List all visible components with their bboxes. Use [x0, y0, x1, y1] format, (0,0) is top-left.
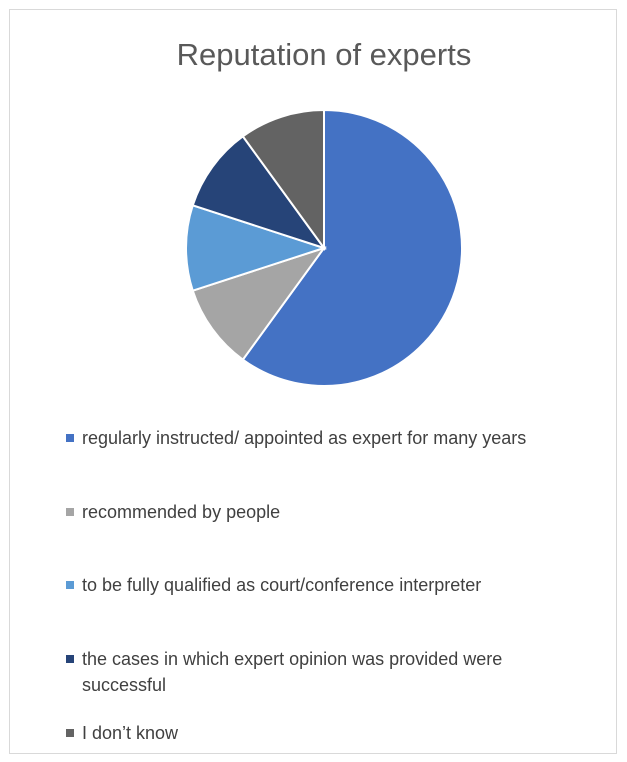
legend-label: to be fully qualified as court/conferenc…: [82, 575, 482, 595]
legend-item: I don’t know: [66, 720, 586, 746]
chart-title: Reputation of experts: [177, 37, 472, 72]
legend-swatch: [66, 581, 74, 589]
chart-frame: [9, 9, 617, 754]
legend-swatch: [66, 729, 74, 737]
pie: [185, 108, 463, 387]
legend-swatch: [66, 434, 74, 442]
pie-slice: [241, 108, 325, 252]
legend-label: the cases in which expert opinion was pr…: [82, 649, 503, 695]
legend-label: regularly instructed/ appointed as exper…: [82, 428, 527, 448]
legend-item: regularly instructed/ appointed as exper…: [66, 425, 586, 451]
legend-item: recommended by people: [66, 499, 586, 525]
pie-slice: [191, 246, 327, 362]
legend-swatch: [66, 655, 74, 663]
pie-slice: [241, 108, 463, 387]
legend-item: to be fully qualified as court/conferenc…: [66, 572, 586, 598]
pie-slice: [185, 204, 328, 292]
pie-slice: [191, 134, 327, 250]
legend-label: I don’t know: [82, 723, 179, 743]
legend-label: recommended by people: [82, 502, 281, 522]
legend-swatch: [66, 508, 74, 516]
legend-item: the cases in which expert opinion was pr…: [66, 646, 586, 698]
